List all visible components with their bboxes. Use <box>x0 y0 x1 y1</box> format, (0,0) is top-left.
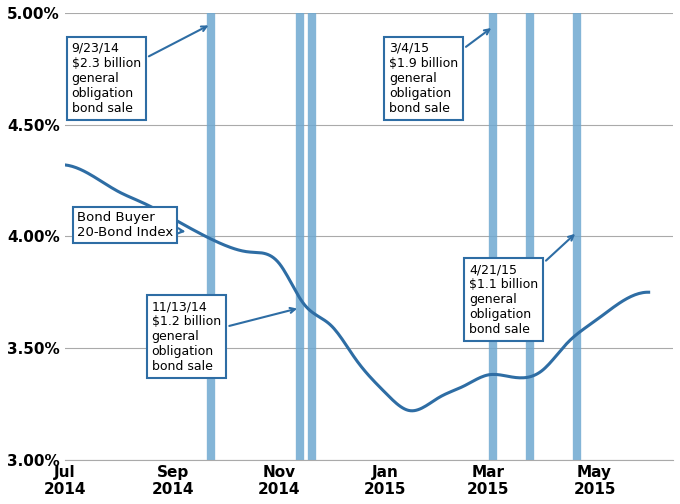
Text: 4/21/15
$1.1 billion
general
obligation
bond sale: 4/21/15 $1.1 billion general obligation … <box>469 235 573 336</box>
Text: 3/4/15
$1.9 billion
general
obligation
bond sale: 3/4/15 $1.9 billion general obligation b… <box>389 29 490 115</box>
Text: 11/13/14
$1.2 billion
general
obligation
bond sale: 11/13/14 $1.2 billion general obligation… <box>152 300 295 373</box>
Text: 9/23/14
$2.3 billion
general
obligation
bond sale: 9/23/14 $2.3 billion general obligation … <box>71 27 207 115</box>
Text: Bond Buyer
20-Bond Index: Bond Buyer 20-Bond Index <box>77 211 184 239</box>
